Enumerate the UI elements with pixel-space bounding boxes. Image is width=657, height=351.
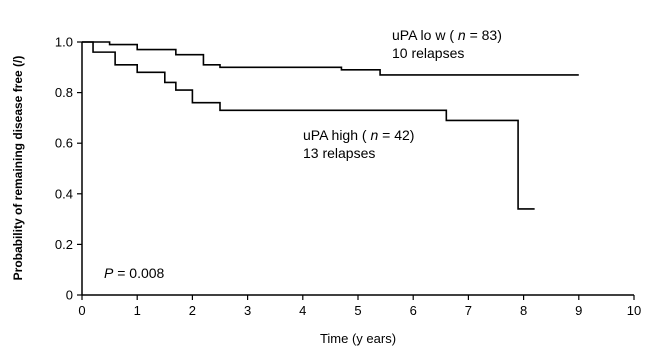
x-ticks: 0 1 2 3 4 5 6 7 8 9 10 <box>78 295 641 318</box>
x-tick-label: 3 <box>244 303 251 318</box>
y-tick-label: 0.6 <box>55 136 73 151</box>
x-tick-label: 9 <box>575 303 582 318</box>
y-tick-label: 1.0 <box>55 35 73 50</box>
x-tick-label: 8 <box>520 303 527 318</box>
x-tick-label: 1 <box>134 303 141 318</box>
y-axis-title: Probability of remaining disease free (/… <box>11 56 25 281</box>
x-tick-label: 2 <box>189 303 196 318</box>
x-tick-label: 10 <box>627 303 641 318</box>
x-tick-label: 7 <box>465 303 472 318</box>
series-group <box>82 41 579 210</box>
series-line-upa-low <box>82 41 579 76</box>
series-line-upa-high <box>82 41 535 210</box>
x-axis-title: Time (y ears) <box>320 331 396 346</box>
y-tick-label: 0.2 <box>55 237 73 252</box>
x-tick-label: 4 <box>299 303 306 318</box>
x-tick-label: 0 <box>78 303 85 318</box>
low-group-relapses: 10 relapses <box>392 45 464 61</box>
x-tick-label: 5 <box>354 303 361 318</box>
high-group-relapses: 13 relapses <box>303 145 375 161</box>
low-group-label: uPA lo w ( n = 83) <box>392 27 502 43</box>
p-value-label: P = 0.008 <box>104 265 165 281</box>
y-tick-label: 0.4 <box>55 186 73 201</box>
x-tick-label: 6 <box>410 303 417 318</box>
y-tick-label: 0 <box>66 288 73 303</box>
high-group-label: uPA high ( n = 42) <box>303 127 414 143</box>
y-ticks: 0 0.2 0.4 0.6 0.8 1.0 <box>55 35 82 303</box>
y-tick-label: 0.8 <box>55 85 73 100</box>
